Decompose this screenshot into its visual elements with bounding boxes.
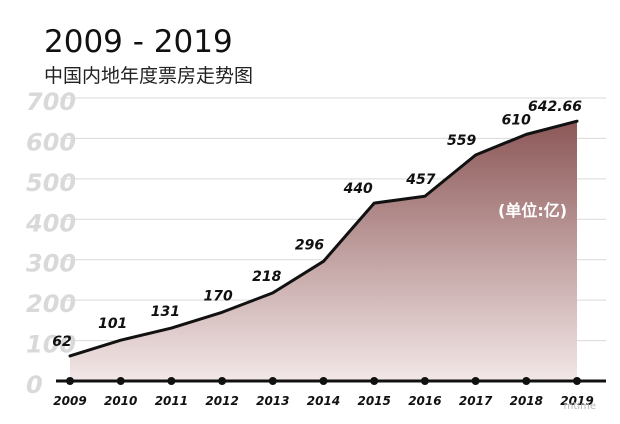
x-tick-label: 2010 <box>104 394 137 408</box>
x-tick-label: 2019 <box>560 394 593 408</box>
y-tick-label: 200 <box>26 290 76 318</box>
x-tick-label: 2018 <box>510 394 543 408</box>
data-label: 610 <box>502 112 531 128</box>
area-fill <box>70 121 577 382</box>
x-tick-label: 2013 <box>256 394 289 408</box>
x-axis-marker <box>116 377 125 385</box>
y-tick-label: 400 <box>25 209 76 237</box>
data-label: 101 <box>98 316 127 332</box>
x-axis-marker <box>370 377 379 385</box>
y-tick-label: 100 <box>26 331 76 359</box>
chart-title: 2009 - 2019 <box>44 24 233 60</box>
x-tick-label: 2015 <box>357 394 390 408</box>
y-tick-label: 600 <box>26 128 76 156</box>
x-tick-label: 2016 <box>408 394 441 408</box>
y-tick-label: 0 <box>26 371 43 399</box>
watermark-text: mtime <box>564 401 596 412</box>
x-axis-marker <box>420 377 429 385</box>
y-axis-ticks: 0 100 200 300 400 500 600 700 <box>25 88 76 399</box>
x-axis-marker <box>167 377 176 385</box>
data-label: 170 <box>203 288 232 304</box>
unit-annotation: (单位:亿) <box>498 201 567 220</box>
x-axis-marker <box>573 377 581 385</box>
x-axis-marker <box>66 377 74 385</box>
data-label: 296 <box>295 237 324 253</box>
x-axis-marker <box>471 377 480 385</box>
data-label: 62 <box>52 334 71 350</box>
data-label: 440 <box>343 181 373 197</box>
x-tick-label: 2014 <box>307 394 340 408</box>
data-label: 218 <box>252 269 281 285</box>
x-axis-marker <box>218 377 227 385</box>
data-label: 131 <box>151 304 180 320</box>
y-tick-label: 300 <box>26 250 76 278</box>
x-axis-ticks: 2009 2010 2011 2012 2013 2014 2015 2016 2017 2018… <box>53 394 593 408</box>
x-tick-label: 2017 <box>459 394 493 408</box>
y-tick-label: 700 <box>26 88 76 116</box>
x-axis-marker <box>268 377 277 385</box>
x-tick-label: 2011 <box>155 394 188 408</box>
data-label: 457 <box>405 172 435 188</box>
x-axis-marker <box>522 377 531 385</box>
chart-subtitle: 中国内地年度票房走势图 <box>44 65 253 87</box>
y-tick-label: 500 <box>26 169 76 197</box>
x-tick-label: 2009 <box>53 394 86 408</box>
series-line <box>68 119 579 358</box>
data-label: 559 <box>447 133 476 149</box>
x-tick-label: 2012 <box>205 394 238 408</box>
data-label: 642.66 <box>528 99 582 115</box>
data-points <box>66 377 581 385</box>
x-axis-marker <box>319 377 328 385</box>
